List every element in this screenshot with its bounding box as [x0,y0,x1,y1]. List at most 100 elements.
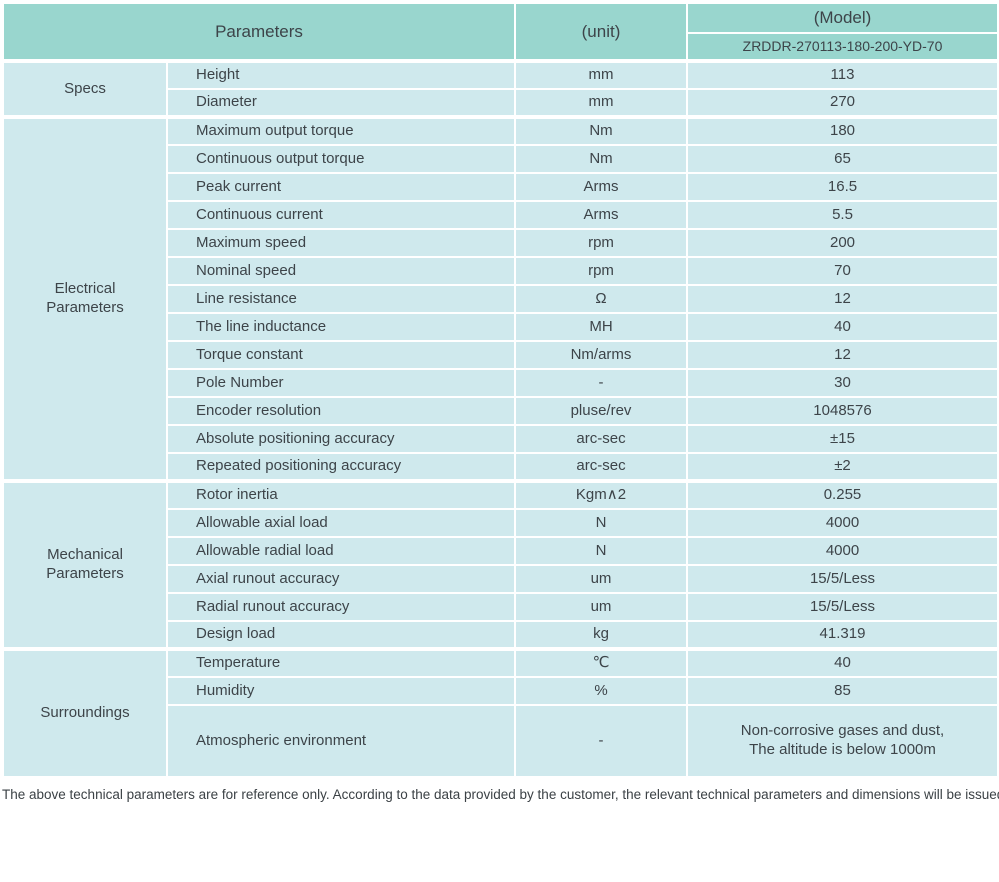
unit-header: (unit) [514,2,688,62]
table-row: Surroundings Temperature ℃ 40 [2,648,999,778]
param-name-cell: Design load [166,620,516,650]
table-row: Pole Number -30 [3,368,999,398]
param-name-cell: Humidity [166,676,516,706]
param-name-cell: Rotor inertia [166,480,516,510]
param-name-cell: Height [166,60,516,90]
section-electrical-parameters: Electrical Parameters Maximum output torq… [2,116,999,482]
spec-table: Parameters (unit) (Model) ZRDDR-270113-1… [2,2,999,778]
header-row-2: ZRDDR-270113-180-200-YD-70 [3,32,999,62]
param-name-cell: Encoder resolution [166,396,516,426]
value-cell: 41.319 [686,620,999,650]
param-name-cell: Line resistance [166,284,516,314]
table-row: Allowable axial load N 4000 [3,508,999,538]
footer-note: The above technical parameters are for r… [2,787,999,802]
param-name-cell: Maximum speed [166,228,516,258]
unit-cell: Nm [514,116,688,146]
table-row: Specs Height mm 113 [2,60,999,118]
unit-cell: MH [514,312,688,342]
table-row: Diameter mm 270 [3,88,999,118]
table-row: Continuous current Arms 5.5 [3,200,999,230]
value-cell: 30 [686,368,999,398]
value-cell: 16.5 [686,172,999,202]
value-cell: 4000 [686,508,999,538]
value-cell: 15/5/Less [686,592,999,622]
unit-cell: arc-sec [514,424,688,454]
section-specs: Specs Height mm 113 Diameter mm 270 [2,60,999,118]
table-row: Line resistance Ω 12 [3,284,999,314]
value-cell: 85 [686,676,999,706]
value-cell: 70 [686,256,999,286]
value-cell: 5.5 [686,200,999,230]
section-label: Mechanical Parameters [2,480,168,650]
table-row: Atmospheric environment - Non-corrosive ga… [3,704,999,778]
table-row: Repeated positioning accuracy arc-sec ±2 [3,452,999,482]
unit-cell: rpm [514,228,688,258]
unit-cell: um [514,564,688,594]
table-row: Maximum speed rpm 200 [3,228,999,258]
table-row: Peak current Arms 16.5 [3,172,999,202]
parameters-header: Parameters [2,2,516,62]
section-label: Electrical Parameters [2,116,168,482]
model-code: ZRDDR-270113-180-200-YD-70 [686,32,999,62]
param-name-cell: Allowable axial load [166,508,516,538]
param-name-cell: Peak current [166,172,516,202]
param-name-cell: Continuous output torque [166,144,516,174]
unit-cell: pluse/rev [514,396,688,426]
unit-cell: Arms [514,200,688,230]
value-cell: 15/5/Less [686,564,999,594]
table-row: Continuous output torque Nm 65 [3,144,999,174]
unit-cell: arc-sec [514,452,688,482]
table-row: Torque constant Nm/arms 12 [3,340,999,370]
table-row: Humidity% 85 [3,676,999,706]
section-mechanical-parameters: Mechanical Parameters Rotor inertia Kgm∧2 0… [2,480,999,650]
unit-cell: rpm [514,256,688,286]
unit-cell: % [514,676,688,706]
section-label: Specs [2,60,168,118]
value-cell: 12 [686,340,999,370]
section-label: Surroundings [2,648,168,778]
table-row: Electrical Parameters Maximum output torq… [2,116,999,482]
table-row: Nominal speed rpm 70 [3,256,999,286]
table-row: Encoder resolution pluse/rev 1048576 [3,396,999,426]
param-name-cell: Nominal speed [166,256,516,286]
param-name-cell: Radial runout accuracy [166,592,516,622]
unit-cell: Nm/arms [514,340,688,370]
value-cell: 270 [686,88,999,118]
table-header: Parameters (unit) (Model) ZRDDR-270113-1… [2,2,999,62]
value-cell: 40 [686,648,999,678]
table-row: Absolute positioning accuracy arc-sec ±15 [3,424,999,454]
param-name-cell: Temperature [166,648,516,678]
unit-cell: kg [514,620,688,650]
unit-cell: mm [514,88,688,118]
param-name-cell: Axial runout accuracy [166,564,516,594]
value-cell: 113 [686,60,999,90]
model-header: (Model) [686,2,999,34]
value-cell: 0.255 [686,480,999,510]
param-name-cell: Absolute positioning accuracy [166,424,516,454]
param-name-cell: Atmospheric environment [166,704,516,778]
param-name-cell: Maximum output torque [166,116,516,146]
value-cell: ±15 [686,424,999,454]
value-cell: 1048576 [686,396,999,426]
value-cell: Non-corrosive gases and dust, The altitu… [686,704,999,778]
unit-cell: N [514,508,688,538]
unit-cell: Kgm∧2 [514,480,688,510]
table-row: Design load kg 41.319 [3,620,999,650]
value-cell: 40 [686,312,999,342]
value-cell: 4000 [686,536,999,566]
param-name-cell: Torque constant [166,340,516,370]
value-cell: ±2 [686,452,999,482]
param-name-cell: Continuous current [166,200,516,230]
unit-cell: - [514,368,688,398]
param-name-cell: Repeated positioning accuracy [166,452,516,482]
table-row: Allowable radial load N 4000 [3,536,999,566]
unit-cell: ℃ [514,648,688,678]
unit-cell: Ω [514,284,688,314]
unit-cell: Arms [514,172,688,202]
unit-cell: N [514,536,688,566]
value-cell: 180 [686,116,999,146]
unit-cell: um [514,592,688,622]
param-name-cell: The line inductance [166,312,516,342]
table-row: Radial runout accuracy um 15/5/Less [3,592,999,622]
unit-cell: mm [514,60,688,90]
